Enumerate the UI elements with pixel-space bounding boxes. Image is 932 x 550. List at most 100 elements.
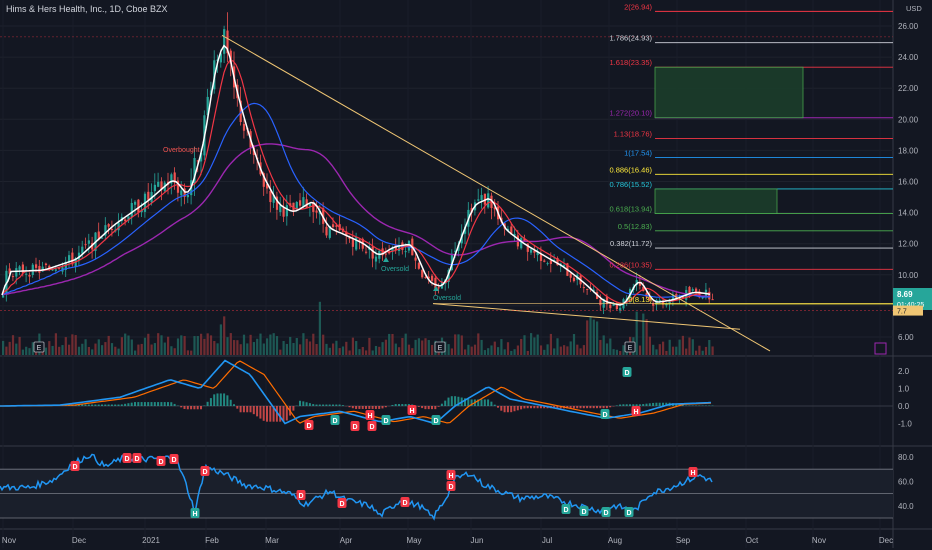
- macd-histogram-bar: [605, 406, 608, 409]
- volume-bar: [609, 338, 612, 355]
- candle-body: [638, 282, 642, 286]
- candle-body: [708, 291, 711, 300]
- macd-histogram-bar: [579, 406, 582, 409]
- macd-histogram-bar: [226, 395, 229, 406]
- macd-histogram-bar: [341, 405, 344, 406]
- volume-series: [2, 301, 714, 355]
- volume-bar: [279, 349, 282, 355]
- volume-bar: [635, 311, 638, 355]
- time-tick-label: Nov: [812, 536, 826, 545]
- volume-bar: [582, 345, 585, 355]
- volume-bar: [662, 341, 665, 355]
- macd-histogram-bar: [384, 406, 387, 408]
- volume-bar: [473, 344, 477, 355]
- volume-bar: [226, 337, 229, 355]
- candle-body: [147, 191, 150, 200]
- volume-bar: [206, 333, 209, 355]
- macd-histogram-bar: [536, 406, 539, 409]
- volume-bar: [553, 348, 556, 355]
- time-tick-label: Mar: [265, 536, 279, 545]
- macd-histogram-bar: [530, 406, 532, 409]
- macd-signal-marker-label: H: [409, 408, 414, 415]
- macd-histogram-bar: [292, 406, 295, 411]
- volume-bar: [64, 337, 67, 355]
- volume-bar: [127, 335, 130, 355]
- macd-histogram-bar: [662, 402, 664, 406]
- candle-body: [196, 160, 199, 162]
- volume-bar: [602, 335, 605, 355]
- price-tick-label: 20.00: [898, 115, 919, 124]
- volume-bar: [325, 343, 328, 355]
- volume-bar: [282, 341, 285, 355]
- sma-slow-line: [1, 102, 711, 298]
- macd-histogram-bar: [490, 401, 493, 406]
- rsi-signal-marker: [688, 467, 698, 477]
- volume-bar: [173, 348, 176, 355]
- volume-bar: [513, 349, 516, 355]
- macd-histogram-bar: [209, 398, 212, 406]
- macd-histogram-bar: [246, 406, 249, 413]
- rsi-signal-marker: [446, 470, 456, 480]
- macd-signal-marker: [367, 421, 377, 431]
- volume-bar: [675, 346, 678, 355]
- candle-body: [295, 201, 298, 210]
- candle-body: [513, 233, 516, 236]
- volume-bar: [120, 337, 123, 355]
- volume-bar: [262, 343, 265, 355]
- volume-bar: [596, 321, 599, 355]
- volume-bar: [81, 343, 84, 355]
- volume-bar: [292, 343, 295, 355]
- volume-bar: [15, 343, 18, 355]
- volume-bar: [371, 350, 374, 355]
- macd-histogram-bar: [483, 399, 486, 406]
- rsi-signal-marker-label: D: [202, 469, 207, 476]
- candle-body: [563, 265, 566, 267]
- macd-histogram-bar: [526, 406, 529, 409]
- macd-signal-marker: [304, 420, 314, 430]
- rsi-signal-marker: [122, 453, 132, 463]
- volume-bar: [523, 335, 526, 355]
- macd-histogram-bar: [681, 405, 684, 406]
- rsi-signal-marker: [296, 490, 306, 500]
- volume-bar: [209, 335, 213, 355]
- rsi-signal-marker: [561, 504, 571, 514]
- candle-body: [157, 181, 160, 187]
- candle-body: [2, 295, 5, 298]
- time-tick-label: Jun: [471, 536, 484, 545]
- volume-bar: [533, 337, 536, 355]
- candle-body: [325, 226, 328, 236]
- macd-histogram-bar: [249, 406, 252, 413]
- candle-body: [586, 288, 589, 290]
- volume-bar: [355, 341, 358, 355]
- rsi-signal-marker: [624, 507, 634, 517]
- price-tick-label: 6.00: [898, 333, 914, 342]
- rsi-line: [0, 453, 713, 521]
- bar-countdown: 01:40:25: [897, 302, 924, 309]
- target-box-lower: [654, 188, 778, 214]
- macd-histogram-bar: [259, 406, 262, 419]
- volume-bar: [464, 349, 467, 355]
- volume-bar: [454, 334, 457, 355]
- macd-histogram-bar: [256, 406, 259, 417]
- macd-histogram-bar: [652, 402, 655, 406]
- volume-bar: [526, 350, 529, 355]
- volume-bar: [110, 343, 114, 355]
- macd-histogram-bar: [233, 404, 235, 406]
- macd-histogram-bar: [506, 406, 509, 413]
- volume-bar: [374, 345, 378, 355]
- rsi-signal-marker: [169, 454, 179, 464]
- candle-body: [269, 190, 272, 203]
- time-tick-label: Jul: [542, 536, 552, 545]
- volume-bar: [203, 338, 206, 355]
- volume-bar: [193, 336, 196, 355]
- volume-bar: [84, 339, 87, 355]
- volume-bar: [242, 334, 246, 355]
- candle-body: [71, 252, 74, 265]
- price-tick-label: 16.00: [898, 178, 919, 187]
- macd-histogram-bar: [124, 403, 127, 406]
- volume-bar: [213, 341, 216, 355]
- candle-body: [417, 263, 420, 269]
- volume-bar: [219, 324, 222, 355]
- volume-bar: [11, 335, 15, 355]
